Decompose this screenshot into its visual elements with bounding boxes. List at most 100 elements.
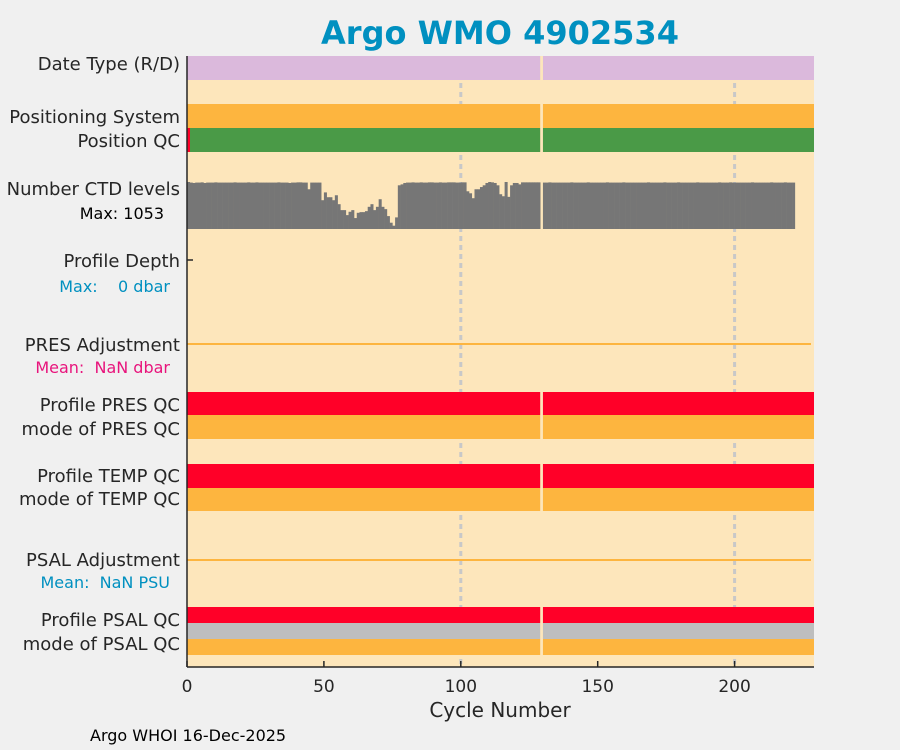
- ctd-bar: [578, 182, 582, 229]
- ctd-bar: [663, 182, 667, 229]
- band-segment: [542, 623, 814, 639]
- ctd-bar: [187, 182, 191, 229]
- ctd-bar: [375, 206, 379, 229]
- ctd-bar: [271, 182, 275, 229]
- band-mode-psal-qc: [187, 639, 814, 655]
- ctd-bar: [326, 197, 330, 229]
- ctd-bar: [323, 192, 327, 229]
- band-profile-psal-qc: [187, 607, 814, 623]
- psal-mean-label: Mean: NaN PSU: [41, 573, 171, 592]
- ctd-bar: [789, 182, 793, 229]
- ctd-bar: [556, 182, 560, 229]
- footer-credit: Argo WHOI 16-Dec-2025: [90, 726, 286, 745]
- band-segment: [187, 607, 541, 623]
- ctd-bar: [403, 182, 407, 229]
- band-segment: [187, 488, 541, 511]
- ctd-bar: [441, 182, 445, 229]
- ctd-bar: [792, 182, 796, 229]
- ctd-bar: [523, 182, 527, 229]
- ctd-bar: [734, 182, 738, 229]
- ctd-bar: [422, 182, 426, 229]
- ctd-bar: [419, 182, 423, 229]
- ctd-bar: [304, 182, 308, 229]
- x-tick-label: 0: [182, 677, 193, 697]
- ctd-bar: [625, 182, 629, 229]
- ctd-bar: [677, 182, 681, 229]
- ctd-bar: [200, 182, 204, 229]
- ctd-bar: [214, 182, 218, 229]
- ctd-bar: [548, 182, 552, 229]
- ctd-bar: [321, 200, 325, 229]
- label-position-qc: Position QC: [77, 131, 180, 152]
- ctd-bar: [460, 182, 464, 229]
- ctd-bar: [562, 182, 566, 229]
- ctd-bar: [507, 196, 511, 229]
- band-profile-pres-qc: [187, 392, 814, 415]
- ctd-bar: [605, 182, 609, 229]
- ctd-bar: [389, 222, 393, 229]
- ctd-bar: [274, 182, 278, 229]
- ctd-bar: [249, 182, 254, 229]
- ctd-bar: [649, 182, 653, 229]
- ctd-bar: [699, 182, 703, 229]
- band-segment: [542, 488, 814, 511]
- ctd-bar: [627, 182, 631, 229]
- ctd-bar: [534, 182, 538, 229]
- ctd-bar: [378, 199, 382, 229]
- label-profile-psal-qc: Profile PSAL QC: [41, 610, 180, 631]
- ctd-bar: [709, 182, 713, 229]
- ctd-bar: [477, 189, 481, 229]
- ctd-bar: [679, 182, 683, 229]
- ctd-bar: [206, 182, 210, 229]
- ctd-bar: [258, 182, 262, 229]
- band-segment: [187, 415, 541, 439]
- ctd-bar: [277, 182, 281, 229]
- band-mode-temp-qc: [187, 488, 814, 511]
- band-segment: [187, 128, 541, 152]
- ctd-bar: [425, 182, 429, 229]
- ctd-bar: [241, 182, 245, 229]
- ctd-bar: [485, 182, 489, 229]
- ctd-bar: [600, 182, 604, 229]
- ctd-bar: [370, 204, 374, 229]
- ctd-bar: [764, 182, 768, 229]
- ctd-bar: [783, 182, 787, 229]
- ctd-bar: [682, 182, 686, 229]
- ctd-bar: [704, 182, 708, 229]
- ctd-bar: [726, 182, 730, 229]
- ctd-bar: [493, 182, 497, 229]
- band-segment: [542, 128, 814, 152]
- ctd-bar: [197, 182, 201, 229]
- ctd-bar: [756, 182, 760, 229]
- band-position-qc: [187, 128, 814, 152]
- band-segment: [542, 415, 814, 439]
- ctd-bar: [269, 182, 273, 229]
- ctd-bar: [748, 182, 752, 229]
- ctd-bar: [416, 182, 421, 229]
- ctd-bar: [482, 185, 486, 229]
- ctd-bar: [463, 182, 467, 229]
- ctd-bar: [392, 225, 396, 229]
- ctd-bar: [340, 210, 344, 229]
- band-segment: [187, 56, 541, 80]
- ctd-bar: [518, 184, 522, 229]
- ctd-bar: [745, 182, 749, 229]
- plot-area: [187, 56, 814, 667]
- ctd-bar: [367, 206, 371, 229]
- ctd-bar: [701, 182, 705, 229]
- ctd-bar: [345, 215, 349, 229]
- ctd-bar: [652, 182, 656, 229]
- ctd-bar: [359, 212, 363, 229]
- ctd-bar: [400, 184, 404, 229]
- ctd-bar: [690, 182, 694, 229]
- ctd-bar: [575, 182, 579, 229]
- label-ctd-levels: Number CTD levels: [7, 179, 180, 200]
- ctd-bar: [233, 182, 237, 229]
- ctd-bar: [364, 211, 369, 229]
- ctd-bar: [573, 182, 577, 229]
- ctd-bar: [592, 182, 596, 229]
- ctd-bar: [474, 189, 478, 229]
- ctd-bar: [510, 185, 514, 229]
- ctd-bar: [310, 182, 314, 229]
